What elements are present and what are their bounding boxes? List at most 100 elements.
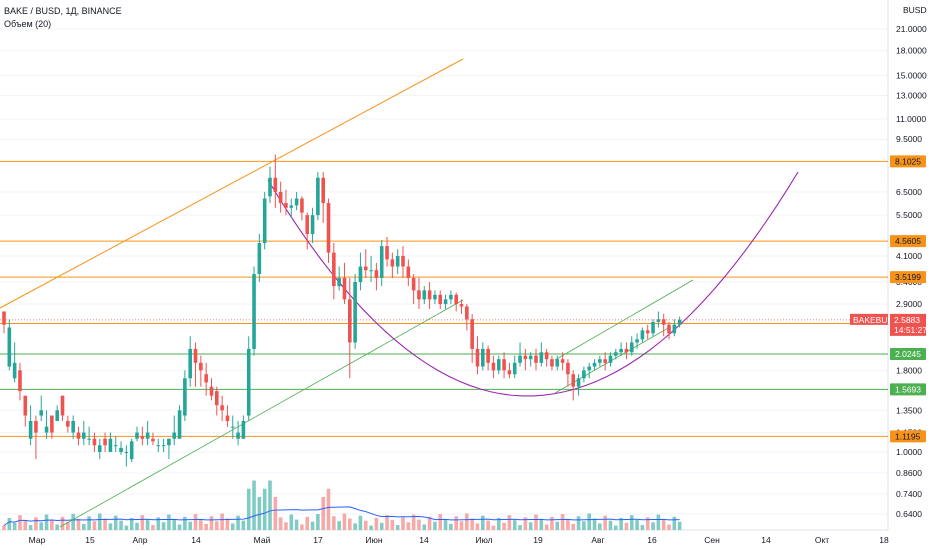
y-tick-label: 0.8600 [896, 468, 922, 478]
candle-body [438, 294, 443, 305]
candle-body [491, 362, 496, 371]
candle-body [406, 266, 411, 278]
symbol-title[interactable]: BAKE / BUSD, 1Д, BINANCE [4, 6, 122, 16]
volume-bar [103, 518, 107, 530]
candle-body [215, 391, 219, 406]
level-tag-label: 3.5199 [895, 272, 921, 282]
candle-body [161, 445, 166, 447]
symbol-tag-label: BAKEBUSD [853, 315, 899, 325]
candle-body [465, 306, 469, 320]
x-tick-label: 18 [879, 535, 889, 545]
volume-bar [624, 522, 629, 530]
candle-body [374, 270, 379, 278]
candle-body [358, 266, 363, 282]
candle-body [167, 438, 171, 446]
volume-bar [550, 516, 554, 530]
volume-bar [560, 514, 565, 530]
candle-body [544, 352, 549, 360]
level-tag [890, 155, 926, 168]
candle-body [353, 281, 357, 343]
volume-bar [55, 524, 59, 530]
volume-bar [401, 517, 405, 530]
y-tick-label: 9.5000 [896, 134, 922, 144]
volume-bar [332, 516, 336, 530]
x-tick-label: Май [254, 535, 271, 545]
volume-bar [576, 516, 581, 530]
volume-bar [28, 525, 33, 530]
volume-bar [598, 523, 602, 530]
volume-bar [369, 525, 373, 530]
candle-body [23, 395, 28, 416]
price-tags: 8.10254.56053.51992.52142.02451.56931.11… [850, 155, 927, 443]
volume-bar [406, 522, 411, 530]
volume-bar [379, 522, 384, 530]
x-tick-label: 14 [191, 535, 201, 545]
candle-body [566, 362, 570, 375]
candle-body [427, 290, 432, 300]
x-tick-label: 15 [85, 535, 95, 545]
candle-body [252, 274, 256, 349]
y-tick-label: 15.0000 [896, 71, 927, 81]
candle-body [619, 348, 623, 353]
candle-body [76, 432, 81, 439]
x-tick-label: 14 [761, 535, 771, 545]
volume-bar [677, 521, 682, 530]
level-tag-label: 1.5693 [895, 384, 921, 394]
orange-trendline [0, 58, 464, 309]
volume-bar [629, 515, 634, 530]
currency-label: BUSD [903, 5, 927, 15]
candle-body [481, 348, 485, 367]
volume-bar [417, 519, 421, 530]
volume-bar [358, 515, 363, 530]
symbol-tag [850, 313, 888, 325]
candle-body [18, 370, 22, 392]
last-price-tag [890, 313, 926, 336]
volume-bar [124, 525, 129, 530]
candle-body [151, 438, 155, 442]
candle-body [502, 359, 506, 371]
candle-body [87, 438, 91, 440]
volume-bar [326, 488, 331, 530]
candle-body [294, 198, 299, 206]
volume-bar [172, 519, 177, 530]
volume-bar [193, 514, 198, 530]
x-tick-label: 19 [533, 535, 543, 545]
volume-bar [177, 524, 182, 530]
candle-body [236, 432, 240, 439]
candle-body [624, 348, 629, 353]
candle-body [496, 359, 501, 371]
volume-bar [76, 519, 81, 530]
level-tag-label: 1.1195 [895, 431, 921, 441]
candle-body [241, 420, 246, 439]
volume-bar [34, 517, 38, 530]
candle-body [156, 445, 161, 447]
x-tick-label: 16 [647, 535, 657, 545]
candle-body [2, 311, 6, 325]
y-tick-label: 2.9000 [896, 299, 922, 309]
candle-body [262, 198, 267, 244]
volume-bar [608, 520, 613, 530]
candle-body [268, 177, 272, 197]
x-tick-label: Июл [475, 535, 492, 545]
candle-body [39, 410, 44, 416]
volume-bar [518, 525, 522, 530]
volume-bar [108, 523, 113, 530]
volume-bar [39, 522, 44, 530]
volume-bar [167, 514, 171, 530]
volume-bar [619, 517, 623, 530]
candle-body [246, 348, 251, 416]
volume-bar [66, 521, 70, 530]
candle-body [470, 319, 474, 349]
candle-body [598, 359, 602, 363]
volume-bar [582, 521, 586, 530]
volume-bar [50, 519, 54, 530]
volume-bar [140, 515, 145, 530]
volume-indicator-label[interactable]: Объем (20) [4, 19, 52, 29]
volume-series [2, 480, 682, 530]
volume-bar [512, 520, 517, 530]
volume-bar [459, 521, 464, 530]
candle-body [103, 438, 107, 446]
volume-bar [23, 520, 28, 530]
candle-body [199, 362, 203, 371]
